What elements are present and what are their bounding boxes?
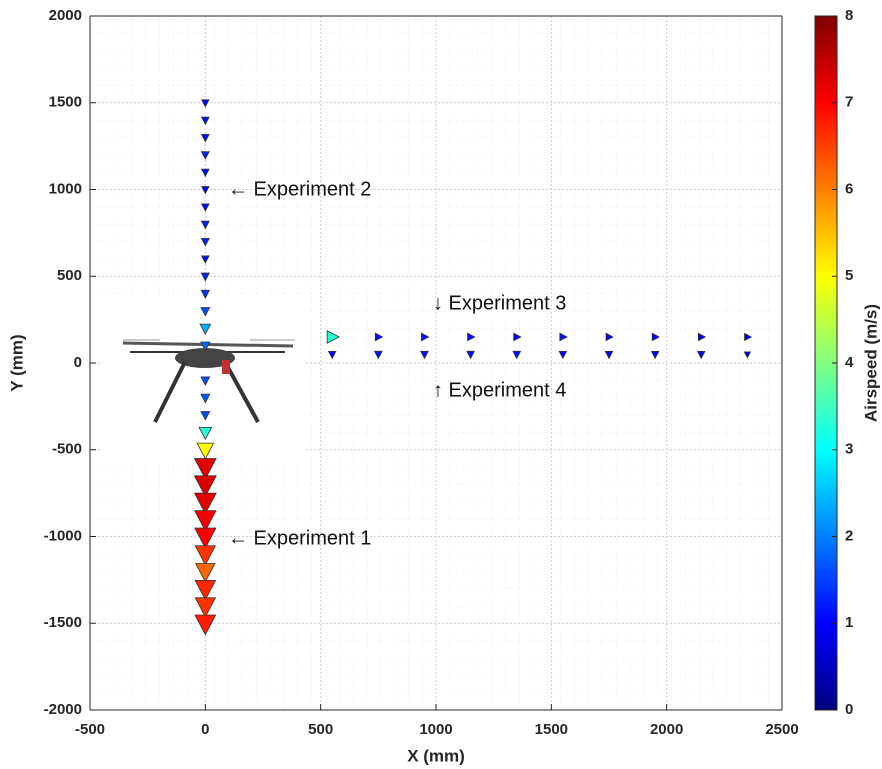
y-tick-label: 2000 [49,7,82,24]
x-tick-label: -500 [75,721,105,738]
x-tick-label: 1000 [419,721,452,738]
y-tick-label: -1500 [44,614,82,631]
colorbar-label: Airspeed (m/s) [861,304,880,422]
marker [194,510,217,532]
marker [605,332,614,342]
marker [200,238,210,247]
colorbar-tick-label: 1 [845,614,853,631]
marker [200,255,210,264]
marker [650,351,660,360]
colorbar-tick-label: 6 [845,180,853,197]
marker [194,597,217,618]
marker [466,350,476,360]
marker [201,186,210,195]
y-tick-label: -1000 [44,527,82,544]
marker [196,442,215,460]
marker [327,351,337,360]
marker [193,475,217,498]
marker [201,99,210,108]
colorbar-tick-label: 3 [845,441,853,458]
marker [193,458,217,480]
marker [200,376,211,386]
colorbar-tick-label: 2 [845,527,853,544]
marker [513,332,522,342]
colorbar-tick-label: 8 [845,7,853,24]
x-tick-label: 500 [308,721,333,738]
marker [512,350,522,360]
marker [200,272,210,282]
marker [559,332,568,342]
marker [467,332,476,342]
y-tick-label: 1500 [49,94,82,111]
marker [198,426,213,441]
marker [200,307,211,317]
y-axis-label: Y (mm) [7,334,26,391]
y-tick-label: -500 [52,441,82,458]
marker [193,492,217,515]
marker [200,168,210,178]
marker [200,203,210,212]
marker [743,351,752,359]
markers [193,99,753,636]
marker [194,545,217,566]
marker [374,332,384,342]
colorbar-tick-label: 0 [845,701,853,718]
annotation: ↓ Experiment 3 [433,292,566,314]
x-tick-label: 2500 [765,721,798,738]
marker [200,116,210,126]
y-tick-label: -2000 [44,701,82,718]
colorbar-tick-label: 7 [845,94,853,111]
y-tick-label: 0 [74,354,82,371]
annotation: ← Experiment 2 [228,178,371,200]
marker [200,341,211,352]
marker [194,614,217,636]
annotation: ↑ Experiment 4 [433,379,566,401]
y-tick-label: 1000 [49,180,82,197]
marker [200,134,210,143]
marker [199,323,212,335]
colorbar-tick-label: 4 [845,354,854,371]
marker [604,351,614,360]
marker [200,393,211,404]
marker [420,350,429,360]
marker [195,563,216,583]
marker [200,411,211,421]
marker [200,151,210,160]
marker [373,350,383,360]
marker [194,527,217,549]
marker [200,289,211,299]
marker [651,332,661,342]
marker [558,351,568,360]
marker [421,332,430,342]
x-tick-label: 1500 [535,721,568,738]
marker [326,330,340,344]
x-tick-label: 2000 [650,721,683,738]
marker [200,220,210,230]
x-axis-label: X (mm) [407,746,465,765]
annotation: ← Experiment 1 [228,527,371,549]
marker [744,332,753,342]
marker [697,332,707,342]
marker [194,579,217,601]
colorbar-tick-label: 5 [845,267,853,284]
marker [696,351,706,360]
x-tick-label: 0 [201,721,209,738]
y-tick-label: 500 [57,267,82,284]
